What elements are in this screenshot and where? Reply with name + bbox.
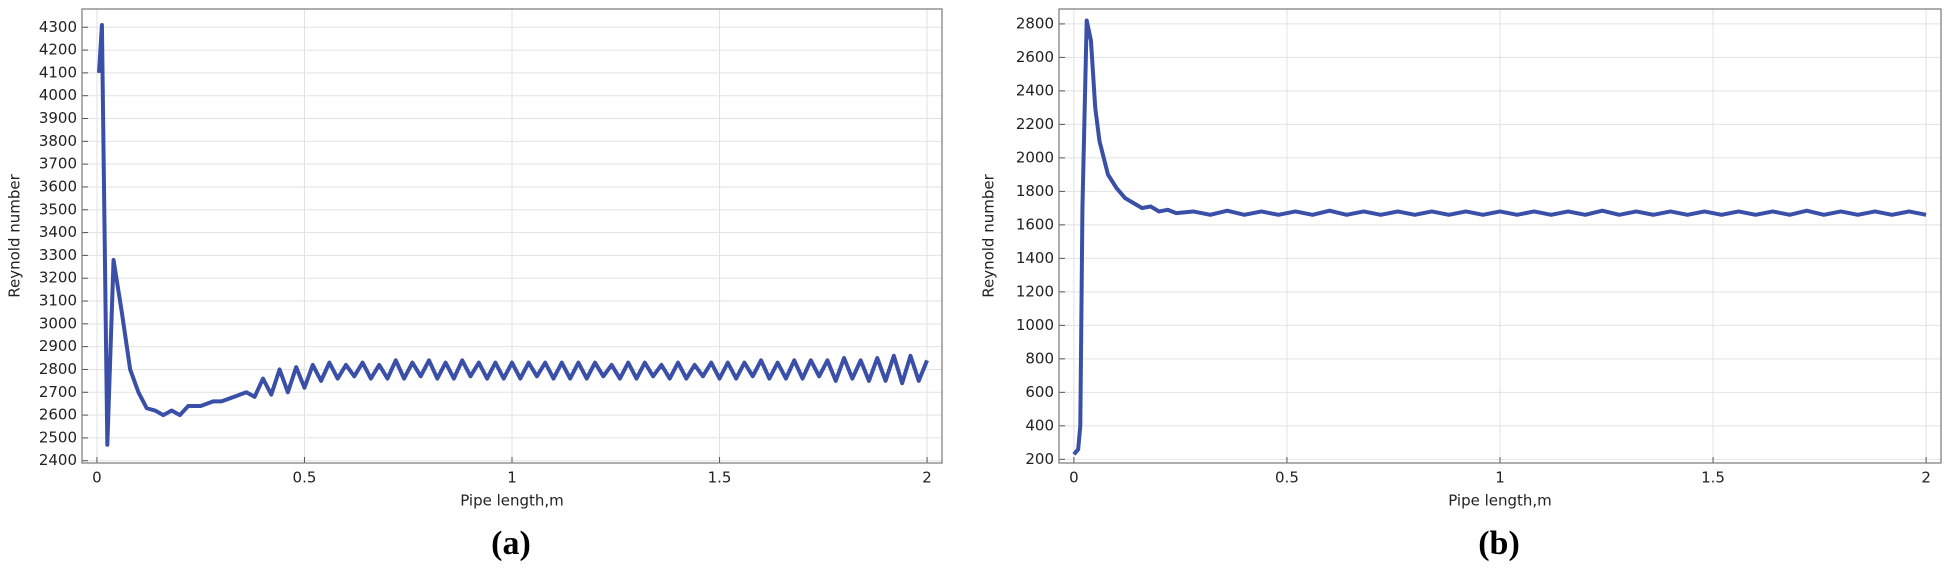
y-tick-label: 3100 bbox=[39, 292, 77, 310]
x-tick-label: 0.5 bbox=[1275, 469, 1299, 487]
x-tick-label: 1 bbox=[1495, 469, 1505, 487]
y-tick-label: 3700 bbox=[39, 155, 77, 173]
y-tick-label: 200 bbox=[1025, 450, 1054, 468]
y-tick-label: 4300 bbox=[39, 18, 77, 36]
y-tick-label: 2600 bbox=[39, 406, 77, 424]
y-tick-label: 3000 bbox=[39, 314, 77, 332]
y-tick-label: 2800 bbox=[39, 360, 77, 378]
x-axis-label: Pipe length,m bbox=[460, 492, 564, 510]
y-tick-label: 4200 bbox=[39, 41, 77, 59]
y-tick-label: 1600 bbox=[1016, 215, 1054, 233]
y-tick-label: 4000 bbox=[39, 86, 77, 104]
y-tick-label: 2700 bbox=[39, 383, 77, 401]
y-tick-label: 2000 bbox=[1016, 148, 1054, 166]
y-tick-label: 1400 bbox=[1016, 249, 1054, 267]
y-tick-label: 3400 bbox=[39, 223, 77, 241]
y-tick-label: 2400 bbox=[39, 451, 77, 469]
plot-frame bbox=[81, 8, 943, 464]
data-line bbox=[97, 22, 929, 447]
y-tick-label: 2800 bbox=[1016, 14, 1054, 32]
y-tick-label: 3800 bbox=[39, 132, 77, 150]
y-tick-label: 2900 bbox=[39, 337, 77, 355]
y-tick-label: 4100 bbox=[39, 63, 77, 81]
y-tick-label: 3500 bbox=[39, 200, 77, 218]
x-tick-label: 2 bbox=[922, 469, 932, 487]
y-tick-label: 400 bbox=[1025, 416, 1054, 434]
y-tick-label: 800 bbox=[1025, 349, 1054, 367]
x-tick-label: 0 bbox=[92, 469, 102, 487]
data-line bbox=[1072, 18, 1927, 456]
x-tick-label: 2 bbox=[1921, 469, 1931, 487]
y-tick-label: 1000 bbox=[1016, 316, 1054, 334]
plot-frame bbox=[1058, 8, 1942, 464]
y-axis-label: Reynold number bbox=[6, 173, 24, 297]
y-tick-label: 600 bbox=[1025, 383, 1054, 401]
x-tick-label: 1.5 bbox=[708, 469, 732, 487]
y-axis-label: Reynold number bbox=[980, 173, 998, 297]
y-tick-label: 3300 bbox=[39, 246, 77, 264]
panel-label: (b) bbox=[1478, 525, 1520, 562]
y-tick-label: 3200 bbox=[39, 269, 77, 287]
x-tick-label: 0.5 bbox=[293, 469, 317, 487]
y-tick-label: 1800 bbox=[1016, 182, 1054, 200]
x-tick-label: 0 bbox=[1069, 469, 1079, 487]
panel-label: (a) bbox=[491, 525, 531, 562]
y-tick-label: 2600 bbox=[1016, 48, 1054, 66]
y-tick-label: 1200 bbox=[1016, 282, 1054, 300]
x-axis-label: Pipe length,m bbox=[1448, 492, 1552, 510]
y-tick-label: 2400 bbox=[1016, 81, 1054, 99]
y-tick-label: 2500 bbox=[39, 428, 77, 446]
y-tick-label: 3600 bbox=[39, 177, 77, 195]
x-tick-label: 1.5 bbox=[1701, 469, 1725, 487]
x-tick-label: 1 bbox=[507, 469, 517, 487]
y-tick-label: 2200 bbox=[1016, 115, 1054, 133]
y-tick-label: 3900 bbox=[39, 109, 77, 127]
